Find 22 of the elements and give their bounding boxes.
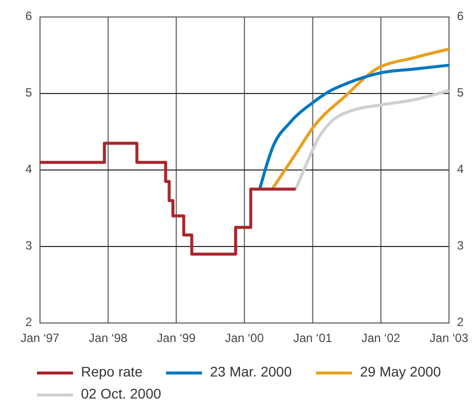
- y2-tick-label: 4: [457, 162, 464, 176]
- x-tick-label: Jan ‘98: [88, 331, 128, 346]
- legend-label: Repo rate: [81, 364, 143, 380]
- y2-tick-label: 2: [457, 315, 464, 330]
- y-tick-label: 5: [25, 86, 32, 100]
- x-tick-label: Jan ‘02: [362, 331, 401, 346]
- y-tick-label: 4: [25, 162, 32, 176]
- x-tick-label: Jan ‘03: [430, 331, 469, 346]
- legend-label: 29 May 2000: [360, 364, 442, 380]
- x-tick-label: Jan ‘97: [20, 331, 60, 346]
- y-tick-label: 3: [25, 238, 32, 253]
- y-tick-label: 2: [25, 315, 32, 330]
- x-tick-label: Jan ‘99: [156, 331, 196, 346]
- y2-tick-label: 3: [457, 238, 464, 253]
- line-series: [294, 88, 450, 191]
- legend-label: 23 Mar. 2000: [210, 364, 292, 380]
- y-tick-label: 6: [25, 9, 32, 24]
- y2-tick-label: 6: [457, 9, 464, 24]
- y2-tick-label: 5: [457, 86, 464, 100]
- x-tick-label: Jan ‘01: [293, 331, 332, 346]
- x-tick-label: Jan ‘00: [225, 331, 264, 346]
- legend-label: 02 Oct. 2000: [81, 386, 162, 402]
